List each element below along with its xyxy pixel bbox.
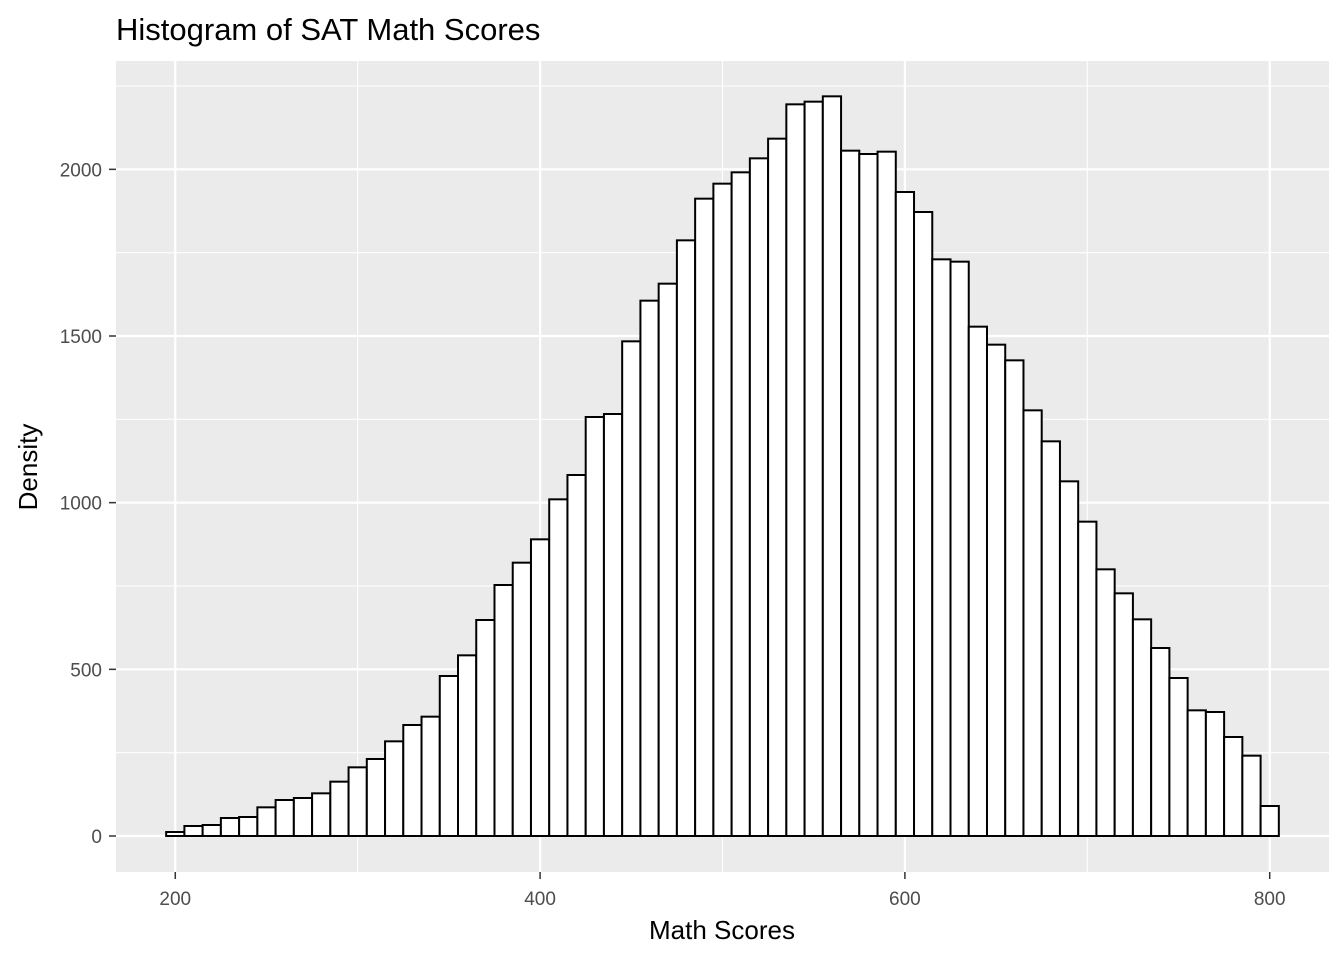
histogram-bar xyxy=(767,137,788,837)
histogram-bar xyxy=(1241,754,1262,838)
histogram-bar xyxy=(347,766,368,837)
histogram-bar xyxy=(256,806,277,837)
y-tick-label: 1000 xyxy=(60,494,102,515)
histogram-bar xyxy=(967,325,988,837)
histogram-bar xyxy=(785,103,806,838)
histogram-bar xyxy=(621,340,642,837)
histogram-bar xyxy=(1168,677,1189,837)
histogram-bar xyxy=(840,149,861,837)
y-tick-label: 0 xyxy=(91,827,102,848)
histogram-bar xyxy=(821,95,843,838)
histogram-bar xyxy=(1113,592,1134,837)
histogram-bar xyxy=(1022,409,1043,837)
histogram-bar xyxy=(639,299,660,837)
x-tick-label: 600 xyxy=(889,889,921,910)
histogram-bar xyxy=(1095,568,1116,837)
histogram-bar xyxy=(894,191,916,837)
histogram-bar xyxy=(712,182,733,837)
histogram-bar xyxy=(438,675,460,837)
histogram-bars xyxy=(165,95,1280,838)
histogram-bar xyxy=(475,619,496,837)
histogram-bar xyxy=(1223,736,1244,837)
histogram-bar xyxy=(949,260,970,837)
histogram-bar xyxy=(420,715,441,838)
histogram-bar xyxy=(1259,805,1280,837)
histogram-bar xyxy=(985,343,1007,837)
histogram-bar xyxy=(274,799,295,837)
histogram-bar xyxy=(219,817,241,837)
histogram-bar xyxy=(876,150,897,837)
histogram-bar xyxy=(1004,359,1025,837)
histogram-bar xyxy=(566,474,587,837)
histogram-bar xyxy=(329,780,350,838)
y-tick-label: 500 xyxy=(70,660,102,681)
histogram-bar xyxy=(493,584,514,837)
histogram-bar xyxy=(201,824,222,837)
histogram-bar xyxy=(384,740,405,837)
histogram-bar xyxy=(675,239,697,838)
histogram-bar xyxy=(311,792,332,837)
y-tick-label: 1500 xyxy=(60,327,102,348)
histogram-bar xyxy=(584,416,605,837)
histogram-bar xyxy=(529,538,551,837)
histogram-bar xyxy=(548,498,569,837)
x-axis-title: Math Scores xyxy=(649,915,795,945)
histogram-bar xyxy=(511,561,532,838)
histogram-bar xyxy=(402,724,423,837)
chart-title: Histogram of SAT Math Scores xyxy=(116,12,540,47)
x-axis: 200 400 600 800 xyxy=(159,872,1286,910)
histogram-bar xyxy=(657,282,678,837)
histogram-bar xyxy=(803,100,824,837)
x-tick-label: 400 xyxy=(524,889,556,910)
histogram-bar xyxy=(694,197,715,837)
histogram-bar xyxy=(602,413,624,837)
histogram-bar xyxy=(931,258,952,838)
x-tick-label: 200 xyxy=(159,889,191,910)
histogram-bar xyxy=(730,171,751,838)
y-axis-title: Density xyxy=(13,424,43,511)
histogram-bar xyxy=(1040,440,1061,837)
histogram-bar xyxy=(238,816,259,837)
histogram-bar xyxy=(1150,647,1171,837)
histogram-bar xyxy=(183,825,204,837)
histogram-bar xyxy=(913,211,934,837)
histogram-bar xyxy=(165,831,186,837)
x-tick-label: 800 xyxy=(1254,889,1286,910)
histogram-bar xyxy=(292,797,314,837)
histogram-bar xyxy=(1077,520,1098,838)
histogram-bar xyxy=(1058,480,1080,837)
histogram-bar xyxy=(858,153,879,837)
histogram-bar xyxy=(365,758,387,837)
histogram-bar xyxy=(1204,711,1226,837)
histogram-bar xyxy=(1186,709,1207,837)
histogram-bar xyxy=(1131,618,1153,837)
y-tick-label: 2000 xyxy=(60,160,102,181)
histogram-bar xyxy=(748,157,770,838)
y-axis: 0 500 1000 1500 2000 xyxy=(60,160,116,848)
histogram-bar xyxy=(457,654,478,837)
